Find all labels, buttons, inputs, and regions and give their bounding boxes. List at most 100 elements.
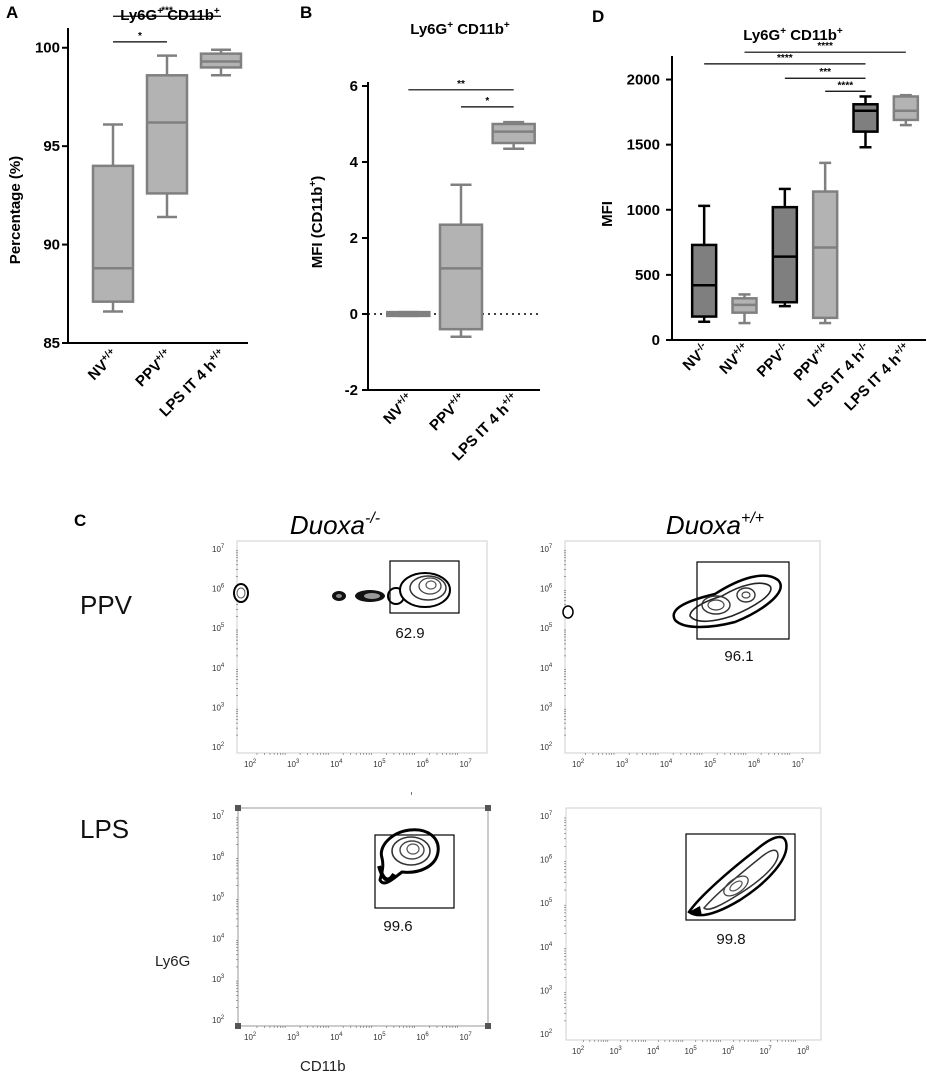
flow-x-tick-label: 107: [460, 1032, 473, 1042]
significance-label: ***: [161, 5, 173, 16]
row-label-ppv: PPV: [80, 590, 133, 620]
flow-x-tick-label: 107: [792, 759, 805, 769]
flow-y-tick-label: 107: [212, 811, 225, 821]
y-axis-label-b: MFI (CD11b+): [308, 176, 326, 269]
y-tick-label: 6: [350, 78, 358, 95]
flow-x-tick-label: 103: [287, 759, 300, 769]
flow-x-tick-label: 107: [760, 1046, 773, 1056]
significance-label: **: [457, 79, 465, 90]
y-axis-label-a: Percentage (%): [7, 156, 24, 264]
box-body: [690, 243, 718, 318]
flow-y-tick-label: 106: [212, 584, 225, 594]
box-body: [852, 103, 879, 133]
gate-percent-ppv-ko: 62.9: [395, 625, 424, 642]
contour-population-group: [233, 572, 451, 608]
box-body: [491, 122, 536, 145]
gate-percent-ppv-wt: 96.1: [724, 648, 753, 665]
category-label: NV+/+: [379, 390, 417, 428]
flow-x-tick-label: 104: [330, 759, 343, 769]
y-axis-label-d: MFI: [599, 201, 616, 227]
gate-percent-lps-ko: 99.6: [383, 918, 412, 935]
flow-y-tick-label: 102: [212, 1015, 225, 1025]
flow-x-tick-label: 104: [647, 1046, 660, 1056]
flow-y-tick-label: 105: [540, 898, 553, 908]
flow-x-tick-label: 108: [797, 1046, 810, 1056]
flow-x-tick-label: 104: [660, 759, 673, 769]
selection-handle: [485, 805, 491, 811]
flow-x-tick-label: 102: [572, 759, 585, 769]
flow-y-tick-label: 103: [212, 702, 225, 712]
contour-population-group: [687, 835, 788, 917]
category-label: PPV+/+: [132, 346, 176, 390]
box-body: [771, 205, 799, 304]
significance-label: *: [138, 31, 142, 42]
stray-mark: [411, 792, 412, 795]
y-tick-label: 1500: [627, 137, 660, 154]
category-label: NV+/+: [84, 346, 122, 384]
flow-x-tick-label: 103: [287, 1032, 300, 1042]
panel-a: A Ly6G+ CD11b+ Percentage (%) 85 90 95 100 *…: [6, 3, 248, 420]
gate-ppv-ko: [389, 560, 460, 614]
flow-y-tick-label: 107: [540, 544, 553, 554]
flow-y-tick-label: 106: [540, 855, 553, 865]
panel-letter-c: C: [74, 511, 86, 530]
flow-y-tick-label: 102: [540, 1029, 553, 1039]
flow-x-tick-label: 103: [610, 1046, 623, 1056]
flow-plot-frame-ppv-ko: [236, 540, 488, 754]
y-tick-label: 4: [350, 154, 359, 171]
flow-y-tick-label: 103: [540, 702, 553, 712]
flow-y-tick-label: 106: [540, 584, 553, 594]
box-body: [438, 223, 484, 331]
significance-label: *: [485, 96, 489, 107]
panel-c: C Duoxa-/- Duoxa+/+ PPV LPS Ly6G CD11b 1…: [74, 510, 822, 1075]
selection-handle: [485, 1023, 491, 1029]
flow-y-tick-label: 107: [540, 811, 553, 821]
flow-x-axis-label: CD11b: [300, 1058, 346, 1075]
panel-letter-b: B: [300, 3, 312, 22]
flow-x-tick-label: 105: [373, 1032, 386, 1042]
y-tick-label: 100: [35, 40, 60, 57]
flow-x-tick-label: 106: [722, 1046, 735, 1056]
box-body: [811, 190, 839, 320]
flow-x-tick-label: 102: [572, 1046, 585, 1056]
flow-x-tick-label: 104: [330, 1032, 343, 1042]
row-label-lps: LPS: [80, 814, 129, 844]
panel-d: D Ly6G+ CD11b+ MFI 0500100015002000*****…: [592, 7, 926, 414]
flow-plot-frame-lps-wt: [565, 807, 822, 1041]
flow-y-tick-label: 104: [212, 663, 225, 673]
gate-lps-ko: [374, 834, 455, 909]
panel-letter-d: D: [592, 7, 604, 26]
y-tick-label: 85: [43, 335, 60, 352]
flow-y-tick-label: 103: [540, 985, 553, 995]
flow-x-tick-label: 105: [685, 1046, 698, 1056]
y-tick-label: 2: [350, 230, 358, 247]
flow-x-tick-label: 105: [373, 759, 386, 769]
flow-x-tick-label: 106: [416, 1032, 429, 1042]
chart-title-d: Ly6G+ CD11b+: [743, 26, 843, 44]
chart-title-a: Ly6G+ CD11b+: [120, 6, 220, 24]
flow-y-tick-label: 102: [212, 742, 225, 752]
y-tick-label: 90: [43, 237, 60, 254]
flow-y-tick-label: 105: [212, 623, 225, 633]
flow-x-tick-label: 105: [704, 759, 717, 769]
category-label: NV+/+: [716, 340, 754, 378]
gate-ppv-wt: [696, 561, 790, 640]
flow-y-tick-label: 105: [212, 893, 225, 903]
selection-handle: [235, 805, 241, 811]
y-tick-label: -2: [345, 382, 358, 399]
flow-y-tick-label: 106: [212, 852, 225, 862]
panel-letter-a: A: [6, 3, 18, 22]
y-tick-label: 1000: [627, 202, 660, 219]
y-tick-label: 0: [350, 306, 358, 323]
category-label: NV-/-: [679, 340, 713, 374]
column-label-wildtype: Duoxa+/+: [666, 510, 764, 540]
flow-x-tick-label: 106: [748, 759, 761, 769]
significance-label: ****: [817, 41, 833, 52]
flow-y-tick-label: 104: [540, 663, 553, 673]
column-label-knockout: Duoxa-/-: [290, 510, 380, 540]
selection-handle: [235, 1023, 241, 1029]
flow-y-tick-label: 103: [212, 974, 225, 984]
flow-y-tick-label: 107: [212, 544, 225, 554]
flow-x-tick-label: 102: [244, 1032, 257, 1042]
significance-label: ***: [819, 67, 831, 78]
